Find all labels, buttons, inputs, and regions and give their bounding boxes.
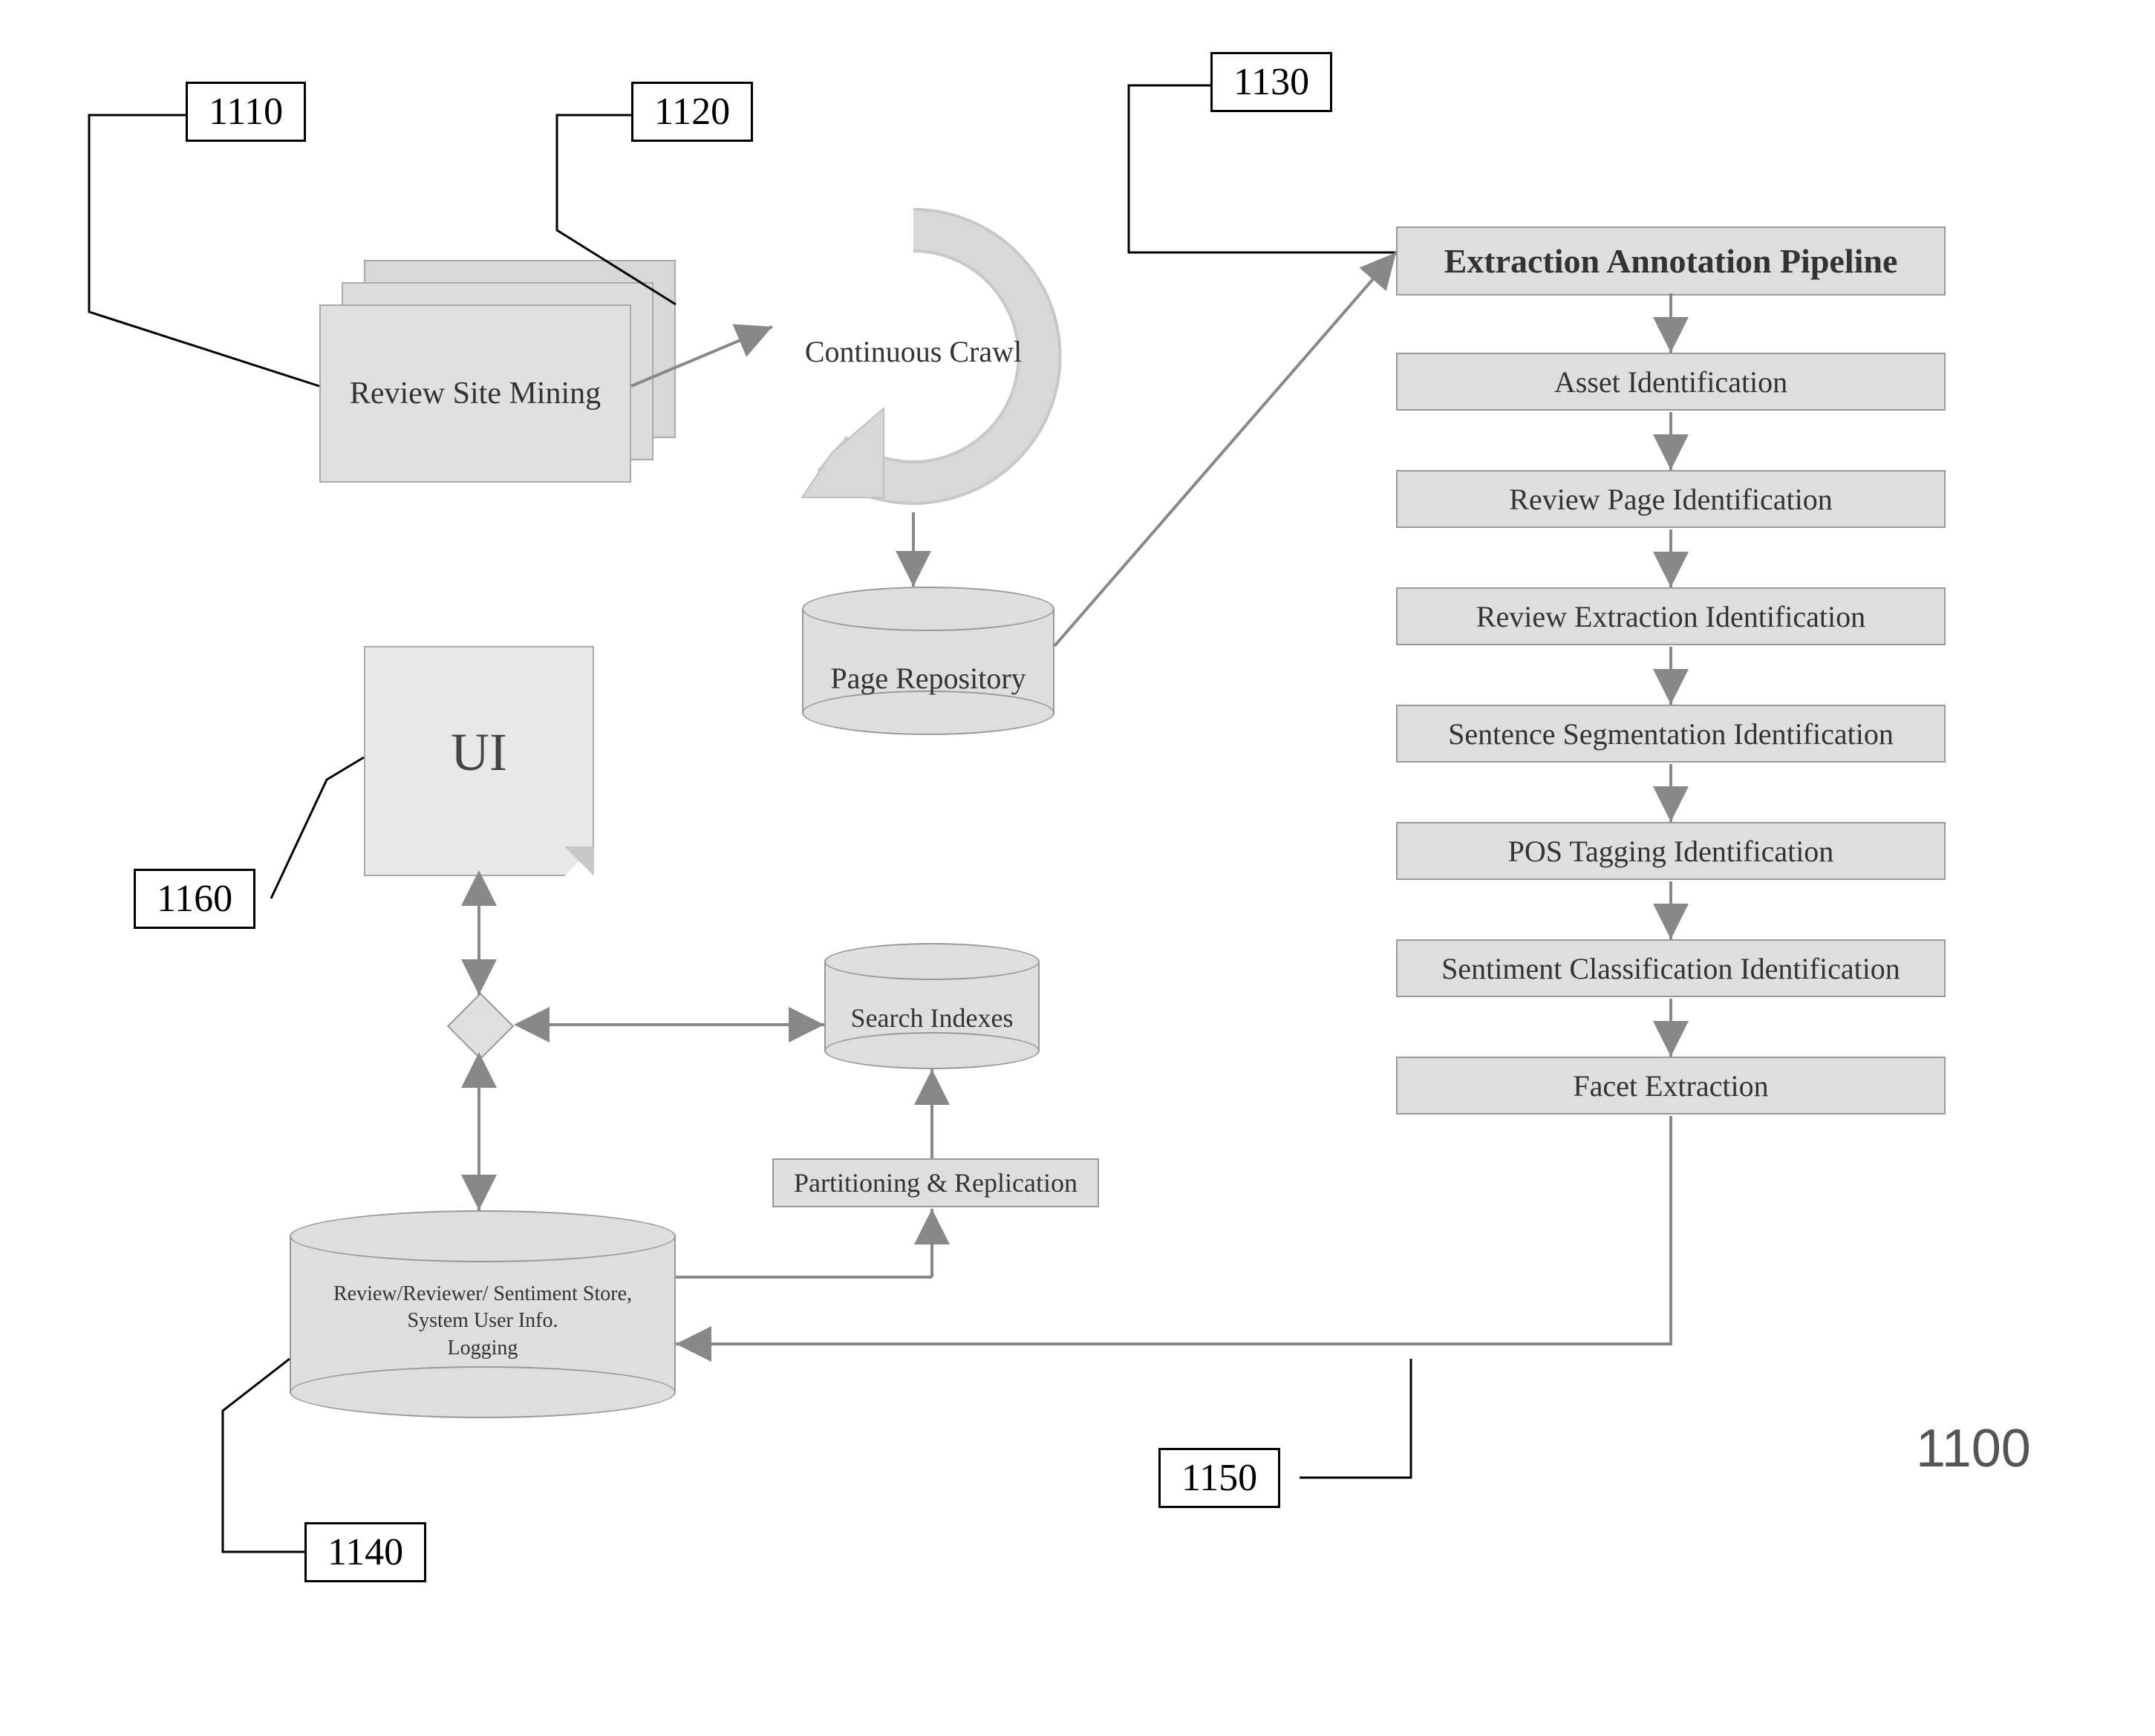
store-label-1: Review/Reviewer/ Sentiment Store, <box>333 1282 632 1305</box>
decision-diamond <box>447 993 515 1060</box>
pipeline-step-4: POS Tagging Identification <box>1396 822 1946 880</box>
search-indexes-label: Search Indexes <box>824 1002 1040 1034</box>
continuous-crawl-label: Continuous Crawl <box>757 334 1069 369</box>
store-cylinder: Review/Reviewer/ Sentiment Store, System… <box>290 1210 676 1418</box>
ref-1160: 1160 <box>134 869 255 929</box>
search-indexes-cylinder: Search Indexes <box>824 943 1040 1069</box>
pipeline-step-2: Review Extraction Identification <box>1396 587 1946 645</box>
pipeline-step-5: Sentiment Classification Identification <box>1396 939 1946 997</box>
ref-1140: 1140 <box>304 1522 426 1582</box>
ref-1130: 1130 <box>1210 52 1332 112</box>
pipeline-step-0: Asset Identification <box>1396 353 1946 411</box>
ref-1120: 1120 <box>631 82 753 142</box>
continuous-crawl: Continuous Crawl <box>757 200 1069 512</box>
page-repository-label: Page Repository <box>802 661 1054 696</box>
store-label-2: System User Info. <box>408 1309 558 1332</box>
ui-label: UI <box>365 722 593 783</box>
ref-1150: 1150 <box>1158 1448 1280 1508</box>
partitioning-box: Partitioning & Replication <box>772 1158 1099 1207</box>
store-label-3: Logging <box>448 1337 518 1360</box>
ref-1110: 1110 <box>186 82 306 142</box>
pipeline-step-3: Sentence Segmentation Identification <box>1396 705 1946 763</box>
page-repository-cylinder: Page Repository <box>802 587 1054 735</box>
pipeline-header: Extraction Annotation Pipeline <box>1396 226 1946 296</box>
pipeline-step-1: Review Page Identification <box>1396 470 1946 528</box>
diagram-canvas: 1110 1120 1130 1140 1150 1160 1100 Revie… <box>0 0 2155 1736</box>
pipeline-step-6: Facet Extraction <box>1396 1057 1946 1115</box>
ui-note: UI <box>364 646 594 876</box>
ref-1100: 1100 <box>1916 1418 2031 1479</box>
review-site-mining-label: Review Site Mining <box>350 376 601 411</box>
